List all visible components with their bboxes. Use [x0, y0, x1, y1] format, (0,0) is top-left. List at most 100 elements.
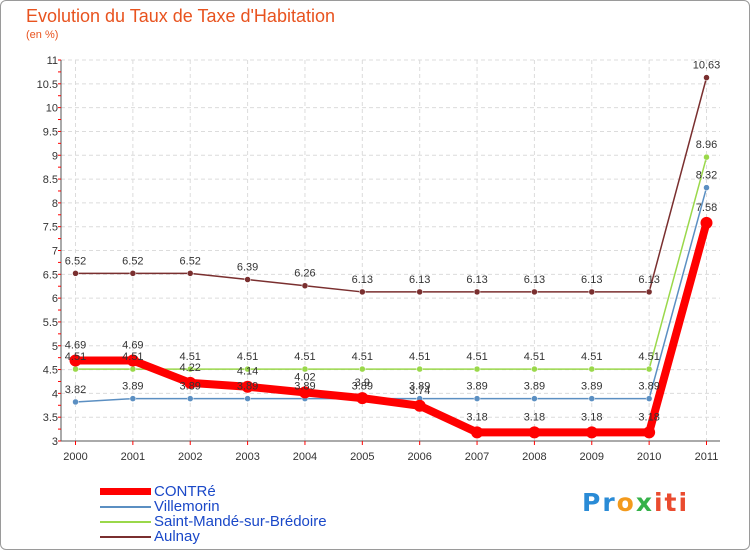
data-point — [531, 288, 538, 296]
data-label: 4.22 — [180, 362, 201, 374]
data-label: 6.13 — [524, 274, 545, 286]
series-line — [74, 156, 708, 370]
data-label: 6.13 — [352, 274, 373, 286]
x-tick-label: 2004 — [293, 451, 317, 463]
data-label: 6.26 — [294, 268, 315, 280]
data-point — [531, 395, 538, 402]
data-point — [645, 395, 653, 402]
data-label: 3.18 — [638, 411, 659, 423]
data-label: 6.52 — [180, 255, 201, 267]
data-label: 3.74 — [409, 385, 430, 397]
data-label: 4.51 — [524, 351, 545, 363]
y-tick-label: 10 — [46, 103, 58, 115]
y-tick-label: 4 — [52, 388, 58, 400]
data-label: 3.89 — [352, 381, 373, 393]
data-label: 6.52 — [65, 255, 86, 267]
data-point — [588, 288, 596, 296]
data-point — [186, 270, 194, 277]
data-label: 6.52 — [122, 255, 143, 267]
x-tick-label: 2008 — [522, 451, 546, 463]
data-point — [588, 365, 596, 373]
legend-label: Villemorin — [154, 498, 220, 515]
data-point — [471, 426, 484, 439]
data-point — [244, 365, 251, 373]
data-point — [72, 398, 79, 406]
data-label: 3.18 — [466, 411, 487, 423]
data-point — [69, 354, 82, 367]
data-point — [588, 395, 596, 402]
data-point — [72, 365, 79, 373]
data-label: 3.89 — [294, 381, 315, 393]
data-point — [356, 392, 369, 405]
data-label: 6.39 — [237, 262, 258, 274]
data-point — [129, 365, 137, 373]
data-label: 4.51 — [237, 351, 258, 363]
data-label: 4.51 — [409, 351, 430, 363]
series-line — [74, 76, 708, 293]
data-point — [72, 270, 79, 277]
y-tick-label: 8 — [52, 198, 58, 210]
data-point — [129, 395, 137, 402]
data-label: 4.69 — [65, 340, 86, 352]
x-tick-label: 2009 — [580, 451, 604, 463]
data-point — [244, 395, 251, 402]
data-label: 6.13 — [638, 274, 659, 286]
data-point — [643, 426, 656, 439]
data-point — [301, 365, 309, 373]
data-point — [416, 288, 423, 296]
data-label: 4.51 — [294, 351, 315, 363]
data-point — [703, 153, 710, 161]
data-point — [473, 288, 481, 296]
data-label: 4.51 — [638, 351, 659, 363]
data-label: 4.69 — [122, 340, 143, 352]
data-label: 4.51 — [180, 351, 201, 363]
series-0 — [69, 216, 713, 439]
data-label: 3.9 — [355, 377, 370, 389]
legend-swatch-villemorin — [100, 506, 151, 508]
data-point — [413, 399, 426, 412]
data-point — [700, 216, 713, 229]
x-tick-label: 2000 — [63, 451, 87, 463]
x-tick-label: 2003 — [235, 451, 259, 463]
data-point — [703, 184, 710, 191]
data-point — [298, 386, 311, 399]
data-point — [129, 270, 137, 277]
data-point — [244, 276, 251, 283]
y-tick-label: 7 — [52, 246, 58, 258]
data-label: 6.13 — [466, 274, 487, 286]
data-point — [585, 426, 598, 439]
data-point — [531, 365, 538, 373]
legend-label: CONTRé — [154, 483, 216, 500]
y-tick-label: 10.5 — [37, 79, 58, 91]
data-label: 3.89 — [638, 381, 659, 393]
data-point — [126, 354, 139, 367]
data-label: 4.51 — [122, 351, 143, 363]
y-tick-label: 4.5 — [43, 365, 58, 377]
data-label: 3.82 — [65, 384, 86, 396]
y-tick-label: 9 — [52, 150, 58, 162]
y-tick-label: 3.5 — [43, 412, 58, 424]
data-label: 8.32 — [696, 170, 717, 182]
data-point — [241, 380, 254, 393]
data-label: 4.51 — [352, 351, 373, 363]
data-label: 3.89 — [466, 381, 487, 393]
data-point — [186, 395, 194, 402]
data-point — [645, 365, 653, 373]
data-label: 3.89 — [409, 381, 430, 393]
y-tick-label: 3 — [52, 436, 58, 448]
proxiti-logo: Proxiti — [582, 488, 690, 517]
data-label: 3.89 — [581, 381, 602, 393]
data-label: 4.51 — [581, 351, 602, 363]
legend-swatch-aulnay — [100, 536, 151, 538]
series-3 — [72, 74, 710, 296]
data-label: 7.58 — [696, 202, 717, 214]
data-label: 4.02 — [294, 371, 315, 383]
y-tick-label: 8.5 — [43, 174, 58, 186]
x-tick-label: 2002 — [178, 451, 202, 463]
x-tick-label: 2001 — [121, 451, 145, 463]
data-label: 3.89 — [180, 381, 201, 393]
data-label: 6.13 — [409, 274, 430, 286]
legend-swatch-contre — [100, 488, 151, 495]
y-tick-label: 6 — [52, 293, 58, 305]
